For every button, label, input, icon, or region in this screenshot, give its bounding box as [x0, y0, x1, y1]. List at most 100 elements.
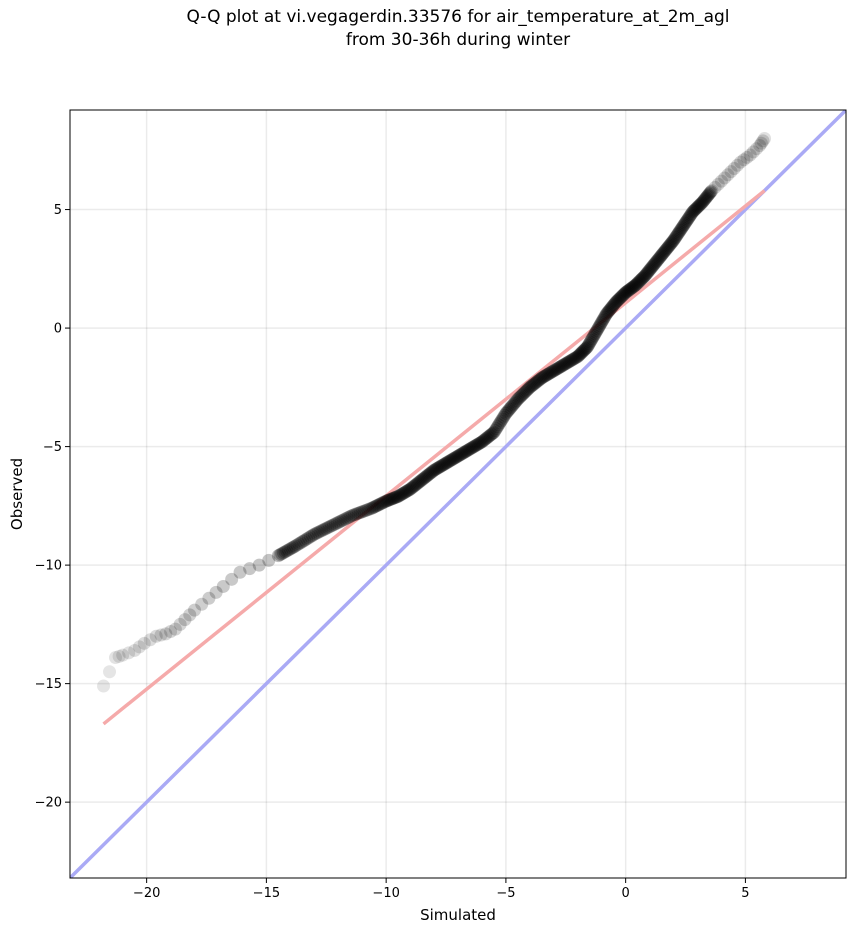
quantile-point: [434, 459, 448, 473]
quantile-point: [378, 495, 392, 509]
quantile-point: [668, 231, 682, 245]
quantile-point: [283, 542, 297, 556]
quantile-point: [568, 351, 582, 365]
quantile-point: [504, 401, 518, 415]
quantile-point: [450, 450, 464, 464]
quantile-point: [252, 558, 266, 572]
quantile-point: [721, 168, 735, 182]
quantile-point: [605, 300, 619, 314]
quantile-point: [576, 345, 590, 359]
quantile-point: [383, 493, 397, 507]
quantile-point: [303, 530, 317, 544]
x-tick-label: 0: [622, 886, 630, 901]
quantile-point: [673, 223, 687, 237]
x-tick-label: −10: [372, 886, 399, 901]
quantile-point: [698, 192, 712, 206]
quantile-point: [392, 489, 406, 503]
quantile-point: [685, 206, 699, 220]
quantile-point: [465, 441, 479, 455]
quantile-point: [361, 503, 375, 517]
quantile-point: [499, 406, 513, 420]
quantile-point: [701, 188, 715, 202]
quantile-point: [325, 519, 339, 533]
quantile-point: [753, 139, 767, 153]
quantile-point: [505, 399, 519, 413]
quantile-point: [552, 361, 566, 375]
quantile-point: [572, 349, 586, 363]
quantile-point: [530, 375, 544, 389]
quantile-point: [524, 379, 538, 393]
quantile-point: [498, 408, 512, 422]
quantile-point: [298, 533, 312, 547]
quantile-point: [300, 532, 314, 546]
chart-title-line1: Q-Q plot at vi.vegagerdin.33576 for air_…: [186, 7, 730, 27]
quantile-point: [407, 479, 421, 493]
quantile-point: [681, 212, 695, 226]
quantile-point: [485, 427, 499, 441]
quantile-point: [375, 496, 389, 510]
quantile-point: [351, 506, 365, 520]
quantile-point: [594, 317, 608, 331]
quantile-point: [564, 354, 578, 368]
quantile-point: [400, 484, 414, 498]
quantile-point: [495, 412, 509, 426]
y-tick-label: −20: [35, 796, 62, 811]
quantile-point: [575, 346, 589, 360]
quantile-point: [309, 526, 323, 540]
quantile-point: [359, 503, 373, 517]
quantile-point: [648, 256, 662, 270]
quantile-point: [643, 263, 657, 277]
quantile-point: [584, 333, 598, 347]
x-tick-label: −20: [133, 886, 160, 901]
chart-title-line2: from 30-36h during winter: [345, 30, 571, 50]
quantile-point: [416, 472, 430, 486]
quantile-point: [202, 591, 216, 605]
quantile-point: [703, 186, 717, 200]
quantile-point: [483, 428, 497, 442]
quantile-point: [394, 488, 408, 502]
quantile-point: [506, 398, 520, 412]
quantile-point: [109, 651, 123, 665]
quantile-point: [670, 228, 684, 242]
quantile-point: [689, 202, 703, 216]
quantile-point: [546, 364, 560, 378]
quantile-point: [578, 342, 592, 356]
quantile-point: [178, 613, 192, 627]
quantile-point: [475, 435, 489, 449]
quantile-point: [625, 281, 639, 295]
quantile-point: [588, 327, 602, 341]
quantile-point: [630, 277, 644, 291]
quantile-point: [288, 539, 302, 553]
quantile-point: [644, 262, 658, 276]
quantile-points: [97, 131, 772, 693]
quantile-point: [696, 194, 710, 208]
quantile-point: [532, 373, 546, 387]
quantile-point: [682, 211, 696, 225]
quantile-point: [730, 158, 744, 172]
quantile-point: [451, 449, 465, 463]
quantile-point: [597, 312, 611, 326]
quantile-point: [624, 281, 638, 295]
quantile-point: [702, 187, 716, 201]
quantile-point: [290, 538, 304, 552]
quantile-point: [558, 357, 572, 371]
quantile-point: [428, 463, 442, 477]
identity-line: [70, 110, 846, 878]
quantile-point: [606, 299, 620, 313]
fit-line: [102, 189, 766, 726]
quantile-point: [305, 528, 319, 542]
quantile-point: [520, 383, 534, 397]
quantile-point: [426, 464, 440, 478]
quantile-point: [330, 516, 344, 530]
quantile-point: [695, 195, 709, 209]
quantile-point: [650, 254, 664, 268]
quantile-point: [452, 448, 466, 462]
quantile-point: [565, 353, 579, 367]
quantile-point: [446, 452, 460, 466]
quantile-point: [415, 473, 429, 487]
quantile-point: [386, 491, 400, 505]
quantile-point: [311, 525, 325, 539]
quantile-point: [363, 502, 377, 516]
quantile-point: [425, 465, 439, 479]
